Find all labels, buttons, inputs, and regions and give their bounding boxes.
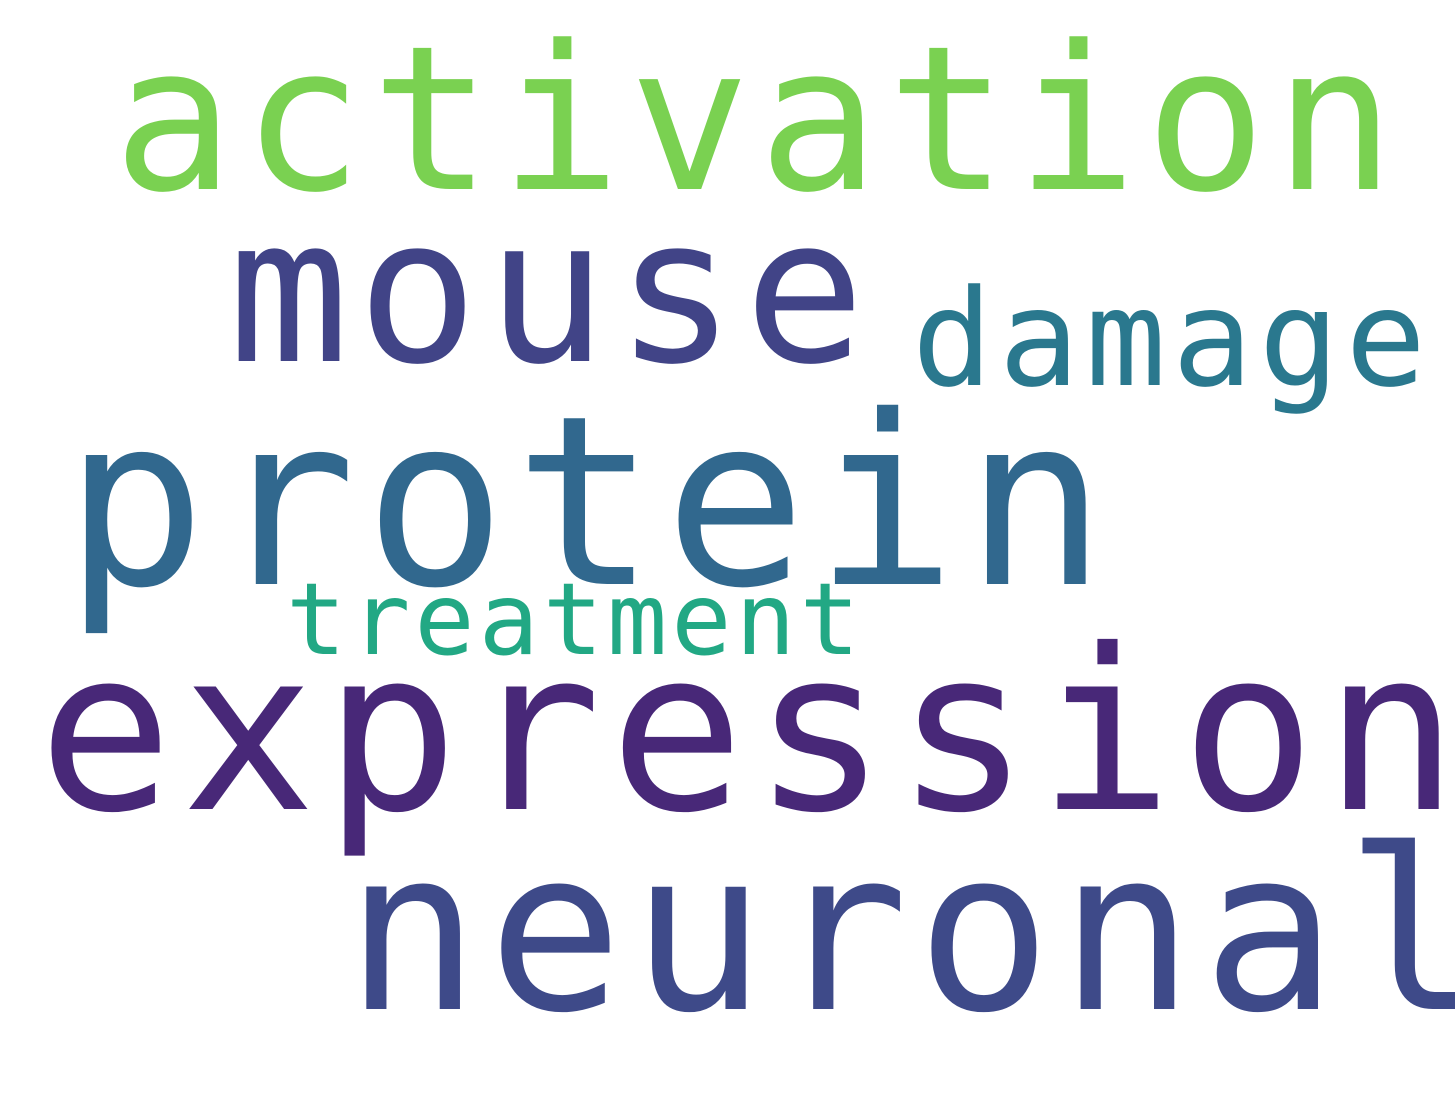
word-protein: protein [64,365,1115,640]
word-damage: damage [912,261,1433,417]
word-mouse: mouse [228,175,874,409]
word-expression: expression [38,601,1455,862]
word-treatment: treatment [286,561,864,678]
word-neuronal: neuronal [345,801,1455,1062]
word-activation: activation [113,3,1404,237]
